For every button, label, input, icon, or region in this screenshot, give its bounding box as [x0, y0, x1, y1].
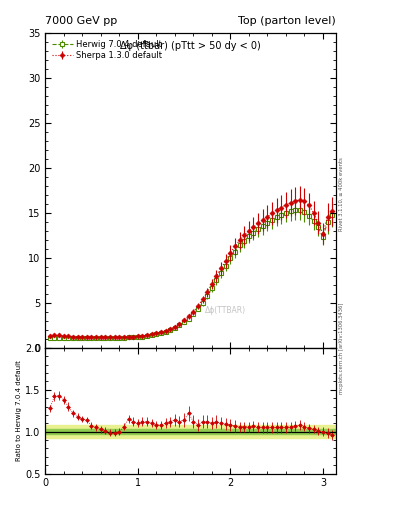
- Text: Δφ (tt̅bar) (pTtt > 50 dy < 0): Δφ (tt̅bar) (pTtt > 50 dy < 0): [120, 41, 261, 51]
- Text: Δϕ(TTBAR): Δϕ(TTBAR): [205, 306, 246, 314]
- Text: Rivet 3.1.10, ≥ 400k events: Rivet 3.1.10, ≥ 400k events: [339, 158, 344, 231]
- Bar: [45, 425, 336, 438]
- Text: Top (parton level): Top (parton level): [238, 15, 336, 26]
- Y-axis label: Ratio to Herwig 7.0.4 default: Ratio to Herwig 7.0.4 default: [16, 360, 22, 461]
- Text: 7000 GeV pp: 7000 GeV pp: [45, 15, 118, 26]
- Bar: [45, 429, 336, 434]
- Legend: Herwig 7.0.4 default, Sherpa 1.3.0 default: Herwig 7.0.4 default, Sherpa 1.3.0 defau…: [50, 37, 165, 62]
- Text: mcplots.cern.ch [arXiv:1306.3436]: mcplots.cern.ch [arXiv:1306.3436]: [339, 303, 344, 394]
